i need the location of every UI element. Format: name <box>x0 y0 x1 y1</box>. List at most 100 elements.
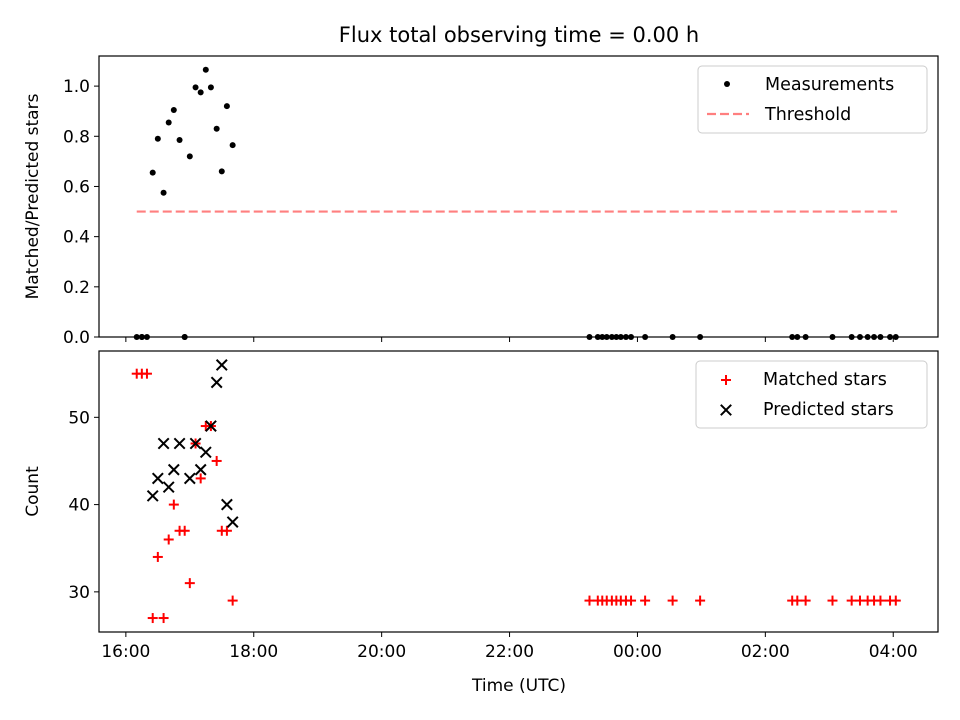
legend-measurements-label: Measurements <box>765 75 894 95</box>
measurement-point <box>218 168 225 175</box>
matched-star-marker <box>152 551 163 562</box>
predicted-star-marker <box>167 463 180 476</box>
marker-stroke <box>720 404 732 416</box>
matched-star-marker <box>184 578 195 589</box>
axes-frame <box>98 55 939 338</box>
predicted-star-marker <box>183 472 196 485</box>
x-tick-label: 20:00 <box>357 642 406 662</box>
matched-star-marker <box>221 525 232 536</box>
measurement-point <box>176 137 183 144</box>
matched-star-marker <box>227 595 238 606</box>
y-tick-label: 0.6 <box>63 177 90 197</box>
measurement-point <box>170 106 177 113</box>
predicted-star-marker <box>194 463 207 476</box>
x-tick-label: 04:00 <box>869 642 918 662</box>
legend: Measurements Threshold <box>697 65 928 134</box>
x-tick-label: 02:00 <box>741 642 790 662</box>
matched-star-marker <box>695 595 706 606</box>
marker-stroke <box>194 463 207 476</box>
y-axis-label: Matched/Predicted stars <box>23 93 43 299</box>
x-tick-label: 00:00 <box>613 642 662 662</box>
marker-stroke <box>210 376 223 389</box>
matched-star-marker <box>800 595 811 606</box>
matched-star-marker <box>827 595 838 606</box>
measurement-point <box>186 153 193 160</box>
measurement-point <box>229 142 236 149</box>
marker-stroke <box>162 481 175 494</box>
matched-star-marker <box>626 595 637 606</box>
matched-star-marker <box>640 595 651 606</box>
marker-stroke <box>157 437 170 450</box>
measurement-point <box>223 103 230 110</box>
chart-title: Flux total observing time = 0.00 h <box>339 23 699 47</box>
x-axis-label: Time (UTC) <box>471 676 566 696</box>
top-panel: 0.0 0.2 0.4 0.6 0.8 1.0 Matched/Predicted star… <box>23 55 939 348</box>
legend-matched-marker <box>721 375 731 385</box>
marker-stroke <box>199 446 212 459</box>
measurement-point <box>165 119 172 126</box>
axes-frame <box>98 350 939 633</box>
predicted-star-marker <box>205 420 217 432</box>
predicted-star-marker <box>173 437 186 450</box>
predicted-star-marker <box>189 437 202 450</box>
marker-stroke <box>226 516 239 528</box>
marker-stroke <box>189 437 202 450</box>
marker-stroke <box>146 489 159 502</box>
y-tick-label: 1.0 <box>63 77 90 97</box>
matched-star-marker <box>163 534 174 545</box>
x-tick-label: 22:00 <box>485 642 534 662</box>
measurement-point <box>207 84 214 91</box>
predicted-star-marker <box>199 446 212 459</box>
predicted-star-marker <box>162 481 175 494</box>
y-tick-label: 0.2 <box>63 278 90 298</box>
marker-stroke <box>205 420 217 432</box>
legend-predicted-label: Predicted stars <box>763 400 894 420</box>
x-tick-label: 18:00 <box>229 642 278 662</box>
measurement-point <box>160 189 167 196</box>
predicted-star-marker <box>157 437 170 450</box>
matched-star-marker <box>890 595 901 606</box>
marker-stroke <box>183 472 196 485</box>
measurement-point <box>213 125 220 132</box>
predicted-star-marker <box>210 376 223 389</box>
marker-stroke <box>173 437 186 450</box>
bottom-panel: 30 40 50 16:00 18:00 20:00 22:00 00:00 02:00 04:0… <box>23 350 939 662</box>
matched-star-marker <box>211 455 222 466</box>
predicted-star-marker <box>146 489 159 502</box>
legend-matched-label: Matched stars <box>763 370 887 390</box>
y-tick-label: 40 <box>68 496 90 516</box>
y-tick-label: 0.4 <box>63 228 90 248</box>
y-axis-label: Count <box>23 466 43 517</box>
predicted-star-marker <box>226 516 239 528</box>
x-tick-label: 16:00 <box>101 642 150 662</box>
y-tick-label: 0.8 <box>63 127 90 147</box>
marker-stroke <box>220 498 233 511</box>
measurement-point <box>202 66 209 73</box>
legend-measurements-marker <box>724 81 730 87</box>
matched-star-marker <box>195 473 206 484</box>
measurement-point <box>154 135 161 142</box>
marker-stroke <box>151 472 164 485</box>
y-tick-label: 30 <box>68 583 90 603</box>
matched-star-marker <box>179 525 190 536</box>
legend: Matched stars Predicted stars <box>695 360 928 429</box>
legend-predicted-marker <box>720 404 732 416</box>
y-tick-label: 50 <box>68 408 90 428</box>
measurement-point <box>192 84 199 91</box>
matched-star-marker <box>168 499 179 510</box>
legend-box <box>695 360 928 429</box>
matched-star-marker <box>147 613 158 624</box>
matched-star-marker <box>141 368 152 379</box>
matched-star-marker <box>158 613 169 624</box>
measurement-point <box>197 89 204 96</box>
marker-stroke <box>215 359 228 371</box>
marker-stroke <box>167 463 180 476</box>
matched-star-marker <box>667 595 678 606</box>
predicted-star-marker <box>215 359 228 371</box>
measurement-point <box>149 169 156 176</box>
legend-threshold-label: Threshold <box>764 105 851 125</box>
legend-box <box>697 65 928 134</box>
predicted-star-marker <box>151 472 164 485</box>
y-tick-label: 0.0 <box>63 328 90 348</box>
